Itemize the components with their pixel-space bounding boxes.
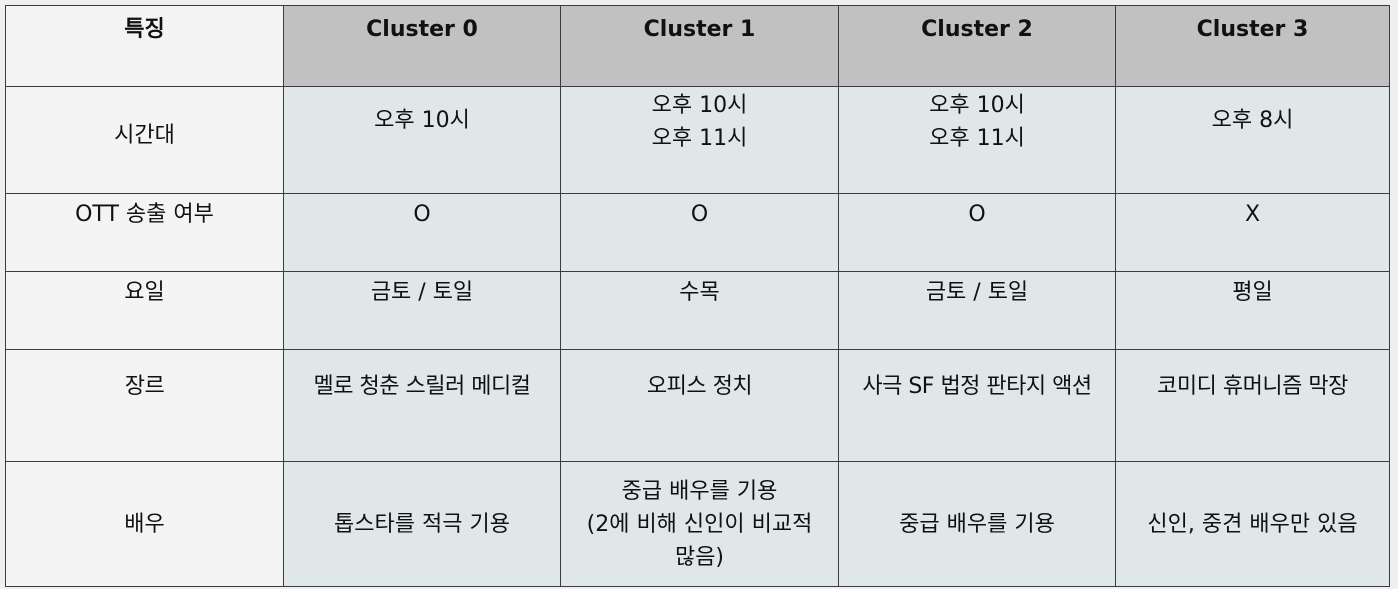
cell-line: 오후 11시 xyxy=(651,126,748,151)
cell-time-cluster-2: 오후 10시 오후 11시 xyxy=(838,86,1116,194)
row-label-actors: 배우 xyxy=(5,461,284,587)
cell-genre-cluster-0: 멜로 청춘 스릴러 메디컬 xyxy=(283,349,561,462)
cell-line: 신인, 중견 배우만 있음 xyxy=(1147,511,1358,537)
cluster-feature-table: 특징 Cluster 0 Cluster 1 Cluster 2 Cluster… xyxy=(5,5,1390,587)
cell-line: 톱스타를 적극 기용 xyxy=(334,511,510,537)
cell-line: (2에 비해 신인이 비교적 xyxy=(586,511,813,537)
cell-actors-cluster-2: 중급 배우를 기용 xyxy=(838,461,1116,587)
header-cluster-1: Cluster 1 xyxy=(560,5,839,87)
cell-time-cluster-0: 오후 10시 xyxy=(283,86,561,194)
cell-line: 오후 10시 xyxy=(651,93,748,118)
header-cluster-3: Cluster 3 xyxy=(1115,5,1390,87)
row-label-ott: OTT 송출 여부 xyxy=(5,193,284,272)
cell-actors-cluster-3: 신인, 중견 배우만 있음 xyxy=(1115,461,1390,587)
row-label-weekday: 요일 xyxy=(5,271,284,350)
row-label-genre: 장르 xyxy=(5,349,284,462)
cell-line: 중급 배우를 기용 xyxy=(899,511,1055,537)
cell-ott-cluster-2: O xyxy=(838,193,1116,272)
header-feature: 특징 xyxy=(5,5,284,87)
header-cluster-2: Cluster 2 xyxy=(838,5,1116,87)
cell-line: 오후 10시 xyxy=(374,108,470,133)
cell-genre-cluster-1: 오피스 정치 xyxy=(560,349,839,462)
cell-ott-cluster-1: O xyxy=(560,193,839,272)
row-actors: 배우 톱스타를 적극 기용 중급 배우를 기용 (2에 비해 신인이 비교적 많… xyxy=(5,461,1390,587)
cell-weekday-cluster-2: 금토 / 토일 xyxy=(838,271,1116,350)
cell-weekday-cluster-0: 금토 / 토일 xyxy=(283,271,561,350)
cell-ott-cluster-0: O xyxy=(283,193,561,272)
cell-time-cluster-3: 오후 8시 xyxy=(1115,86,1390,194)
cell-weekday-cluster-1: 수목 xyxy=(560,271,839,350)
cell-time-cluster-1: 오후 10시 오후 11시 xyxy=(560,86,839,194)
header-row: 특징 Cluster 0 Cluster 1 Cluster 2 Cluster… xyxy=(5,5,1390,87)
cell-weekday-cluster-3: 평일 xyxy=(1115,271,1390,350)
row-label-time-slot: 시간대 xyxy=(5,86,284,194)
cell-genre-cluster-2: 사극 SF 법정 판타지 액션 xyxy=(838,349,1116,462)
cell-actors-cluster-0: 톱스타를 적극 기용 xyxy=(283,461,561,587)
cell-actors-cluster-1: 중급 배우를 기용 (2에 비해 신인이 비교적 많음) xyxy=(560,461,839,587)
cell-genre-cluster-3: 코미디 휴머니즘 막장 xyxy=(1115,349,1390,462)
cluster-table-container: 특징 Cluster 0 Cluster 1 Cluster 2 Cluster… xyxy=(5,5,1390,587)
row-time-slot: 시간대 오후 10시 오후 10시 오후 11시 오후 10시 오후 11시 오… xyxy=(5,86,1390,194)
cell-line: 중급 배우를 기용 xyxy=(621,478,778,504)
cell-ott-cluster-3: X xyxy=(1115,193,1390,272)
cell-line: 많음) xyxy=(674,544,725,570)
cell-line: 오후 10시 xyxy=(929,93,1025,118)
row-ott: OTT 송출 여부 O O O X xyxy=(5,193,1390,272)
cell-line: 오후 11시 xyxy=(929,126,1025,151)
row-weekday: 요일 금토 / 토일 수목 금토 / 토일 평일 xyxy=(5,271,1390,350)
cell-line: 오후 8시 xyxy=(1211,108,1294,133)
header-cluster-0: Cluster 0 xyxy=(283,5,561,87)
row-genre: 장르 멜로 청춘 스릴러 메디컬 오피스 정치 사극 SF 법정 판타지 액션 … xyxy=(5,349,1390,462)
